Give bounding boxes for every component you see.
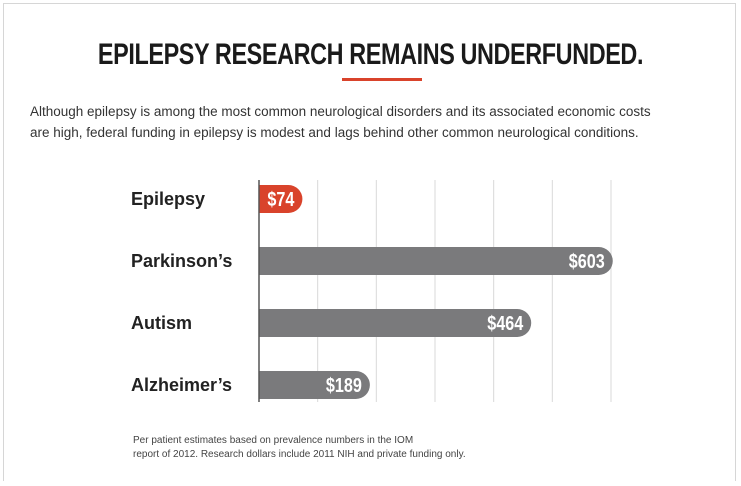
category-label: Autism — [131, 313, 192, 333]
subtitle-line-1: Although epilepsy is among the most comm… — [30, 104, 651, 119]
bar-value-label: $189 — [326, 375, 362, 397]
bar-value-label: $464 — [487, 313, 524, 335]
subtitle: Although epilepsy is among the most comm… — [30, 101, 720, 143]
category-label: Epilepsy — [131, 189, 205, 209]
page-title: EPILEPSY RESEARCH REMAINS UNDERFUNDED. — [97, 38, 644, 71]
category-label: Alzheimer’s — [131, 375, 232, 395]
category-label: Parkinson’s — [131, 251, 232, 271]
bar-parkinsons — [259, 247, 613, 275]
bar-alzheimers — [259, 371, 370, 399]
bar-epilepsy — [259, 185, 303, 213]
subtitle-line-2: are high, federal funding in epilepsy is… — [30, 125, 639, 140]
footnote-line-1: Per patient estimates based on prevalenc… — [133, 435, 414, 446]
footnote-line-2: report of 2012. Research dollars include… — [133, 449, 466, 460]
footnote: Per patient estimates based on prevalenc… — [133, 434, 633, 462]
bar-value-label: $603 — [569, 251, 605, 273]
title-underline — [342, 78, 422, 81]
bar-value-label: $74 — [267, 189, 295, 211]
chart-frame — [3, 3, 736, 481]
bar-autism — [259, 309, 532, 338]
